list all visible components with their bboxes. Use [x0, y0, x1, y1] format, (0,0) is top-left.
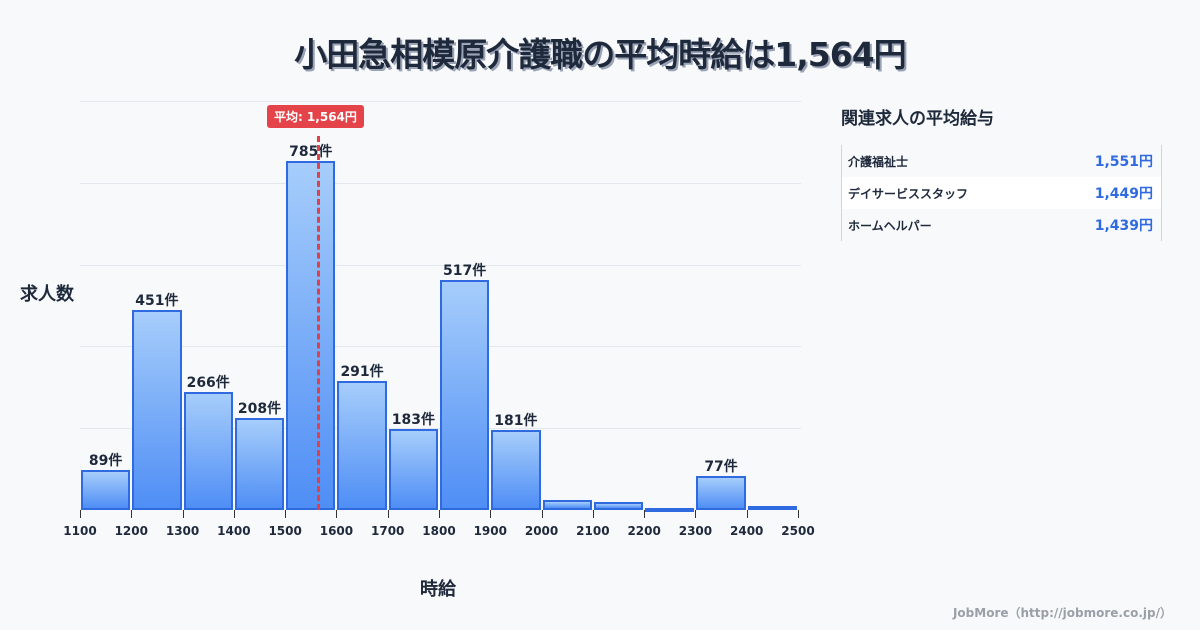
x-tick-label: 1700 — [371, 524, 405, 538]
x-tick-label: 2500 — [781, 524, 815, 538]
histogram-bar — [645, 508, 695, 512]
related-row-name: デイサービススタッフ — [848, 186, 969, 201]
x-tick-label: 2200 — [627, 524, 661, 538]
histogram-bar — [440, 280, 490, 510]
x-tick — [644, 510, 646, 518]
related-row: デイサービススタッフ 1,449円 — [842, 177, 1161, 209]
histogram-bar — [747, 505, 797, 510]
x-tick — [490, 510, 492, 518]
x-tick-label: 1100 — [63, 524, 97, 538]
related-row-value: 1,449円 — [1094, 186, 1153, 202]
bar-value-label: 77件 — [704, 458, 738, 475]
x-tick — [131, 510, 133, 518]
gridline — [80, 182, 801, 184]
bar-value-label: 785件 — [289, 144, 333, 161]
bar-value-label: 181件 — [494, 412, 538, 429]
x-tick — [387, 510, 389, 518]
gridline — [80, 101, 801, 102]
average-line — [316, 136, 320, 510]
x-tick-label: 2400 — [730, 524, 764, 538]
related-jobs-table: 介護福祉士 1,551円 デイサービススタッフ 1,449円 ホームヘルパー 1… — [841, 145, 1162, 241]
x-tick-label: 2100 — [576, 524, 610, 538]
x-tick-label: 1400 — [217, 524, 251, 538]
gridline — [80, 264, 801, 266]
related-jobs-title: 関連求人の平均給与 — [841, 109, 994, 129]
x-tick-label: 1200 — [114, 524, 148, 538]
bar-value-label: 291件 — [340, 363, 384, 380]
y-axis-label: 求人数 — [20, 284, 74, 305]
x-tick — [182, 510, 184, 518]
histogram-bar — [593, 501, 644, 510]
bar-value-label: 89件 — [88, 453, 123, 470]
bar-value-label: 183件 — [391, 411, 435, 428]
x-tick-label: 1600 — [319, 524, 354, 538]
histogram-bar — [132, 309, 182, 510]
related-row-name: 介護福祉士 — [848, 154, 909, 169]
related-row: 介護福祉士 1,551円 — [842, 145, 1161, 177]
x-tick-label: 1900 — [473, 524, 507, 538]
histogram-bar — [388, 428, 438, 510]
bar-value-label: 517件 — [443, 263, 487, 280]
histogram-bar — [234, 417, 285, 510]
x-tick — [695, 510, 697, 518]
related-row-value: 1,551円 — [1094, 154, 1153, 170]
x-tick — [233, 510, 235, 518]
x-axis-label: 時給 — [420, 579, 456, 600]
x-tick — [336, 510, 338, 518]
x-tick-label: 2300 — [678, 524, 713, 538]
x-tick — [798, 510, 799, 518]
related-row-name: ホームヘルパー — [848, 218, 932, 233]
histogram-bar — [337, 380, 387, 510]
page-title: 小田急相模原介護職の平均時給は1,564円 — [294, 35, 906, 74]
histogram-bar — [696, 475, 746, 510]
related-row-value: 1,439円 — [1094, 218, 1153, 234]
average-badge: 平均: 1,564円 — [266, 105, 364, 128]
histogram-bar — [81, 470, 131, 510]
x-tick-label: 1300 — [165, 524, 200, 538]
x-tick — [592, 510, 594, 518]
x-tick — [285, 510, 287, 518]
x-tick — [541, 510, 543, 518]
histogram-bar — [286, 161, 336, 510]
related-row: ホームヘルパー 1,439円 — [842, 209, 1161, 241]
x-tick — [439, 510, 440, 518]
bar-value-label: 451件 — [135, 292, 179, 309]
bar-value-label: 208件 — [237, 400, 282, 417]
histogram-bar — [491, 429, 541, 510]
footer-credit: JobMore（http://jobmore.co.jp/） — [952, 606, 1172, 620]
x-tick — [746, 510, 748, 518]
histogram-bar — [183, 391, 233, 510]
x-tick — [80, 510, 81, 518]
x-tick-label: 2000 — [524, 524, 559, 538]
x-tick-label: 1800 — [422, 524, 456, 538]
histogram-bar — [542, 500, 592, 510]
x-tick-label: 1500 — [268, 524, 302, 538]
bar-value-label: 266件 — [186, 374, 230, 391]
